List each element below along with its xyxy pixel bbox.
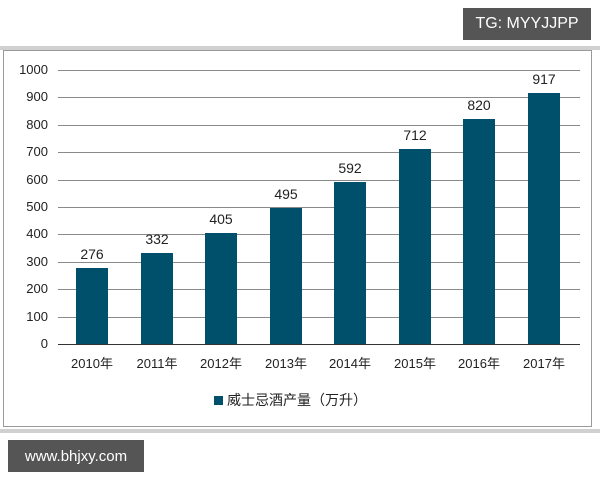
bar-value-label: 332 — [145, 231, 169, 247]
x-tick-label: 2017年 — [523, 356, 565, 371]
bar-2015 — [399, 149, 431, 344]
gridline — [58, 262, 580, 263]
x-tick-label: 2012年 — [200, 356, 242, 371]
x-tick-label: 2011年 — [136, 356, 178, 371]
bar-value-label: 917 — [532, 71, 556, 87]
x-tick-label: 2016年 — [458, 356, 500, 371]
gridline — [58, 152, 580, 153]
gridline — [58, 234, 580, 235]
y-tick-label: 700 — [26, 144, 48, 159]
x-tick-label: 2015年 — [394, 356, 436, 371]
gridline — [58, 70, 580, 71]
y-tick-label: 200 — [26, 281, 48, 296]
bar-value-label: 820 — [467, 97, 491, 113]
bar-value-label: 495 — [274, 186, 298, 202]
bar-value-label: 592 — [338, 160, 362, 176]
gridline — [58, 97, 580, 98]
gridline — [58, 180, 580, 181]
bar-value-label: 405 — [209, 211, 233, 227]
y-tick-label: 500 — [26, 199, 48, 214]
y-tick-label: 400 — [26, 226, 48, 241]
y-tick-label: 0 — [40, 336, 48, 351]
watermark-bottom: www.bhjxy.com — [8, 440, 144, 472]
bar-2016 — [463, 119, 495, 344]
x-axis-line — [58, 344, 580, 345]
bar-2014 — [334, 182, 366, 344]
chart-legend: 威士忌酒产量（万升） — [214, 390, 367, 410]
frame-shadow-top — [0, 46, 600, 50]
bar-2013 — [270, 208, 302, 344]
bar-2011 — [141, 253, 173, 344]
bar-2010 — [76, 268, 108, 344]
watermark-top: TG: MYYJJPP — [463, 8, 591, 40]
bar-2017 — [528, 93, 560, 344]
y-tick-label: 100 — [26, 309, 48, 324]
y-tick-label: 800 — [26, 117, 48, 132]
legend-swatch-icon — [214, 395, 223, 405]
gridline — [58, 125, 580, 126]
bar-2012 — [205, 233, 237, 344]
y-tick-label: 300 — [26, 254, 48, 269]
y-tick-label: 1000 — [19, 62, 48, 77]
y-tick-label: 600 — [26, 172, 48, 187]
bar-value-label: 712 — [403, 127, 427, 143]
x-tick-label: 2014年 — [329, 356, 371, 371]
x-tick-label: 2013年 — [265, 356, 307, 371]
gridline — [58, 289, 580, 290]
y-tick-label: 900 — [26, 89, 48, 104]
gridline — [58, 317, 580, 318]
legend-label: 威士忌酒产量（万升） — [227, 392, 367, 408]
x-tick-label: 2010年 — [71, 356, 113, 371]
bar-value-label: 276 — [80, 246, 104, 262]
frame-shadow-bottom — [0, 429, 600, 433]
gridline — [58, 207, 580, 208]
